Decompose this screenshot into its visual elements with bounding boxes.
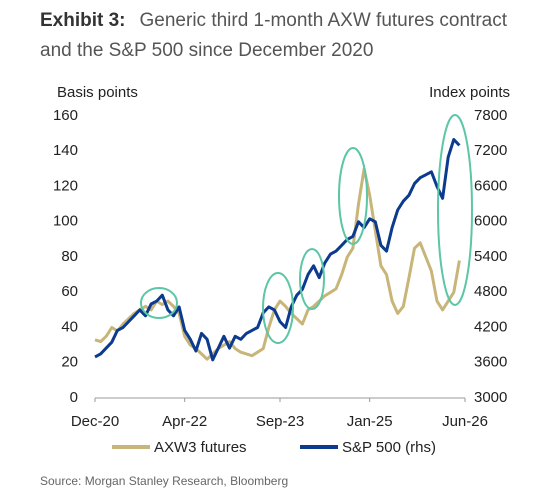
y2-tick-label: 6600 xyxy=(474,177,507,194)
y-tick-label: 140 xyxy=(53,142,78,159)
highlight xyxy=(140,287,178,319)
y2-axis-label: Index points xyxy=(429,84,510,101)
y-axis-label: Basis points xyxy=(57,84,138,101)
y2-tick-label: 5400 xyxy=(474,248,507,265)
y-tick-label: 0 xyxy=(70,389,78,406)
series-line xyxy=(94,167,461,361)
y-tick-label: 40 xyxy=(61,318,78,335)
x-tick-label: Sep-23 xyxy=(256,413,304,430)
legend-label: AXW3 futures xyxy=(154,439,247,456)
highlight xyxy=(262,272,294,344)
highlight xyxy=(338,147,368,245)
y2-tick-label: 7800 xyxy=(474,107,507,124)
x-tick-label: Dec-20 xyxy=(71,413,119,430)
chart-title: Generic third 1-month AXW futures contra… xyxy=(40,10,508,61)
y-tick-label: 160 xyxy=(53,107,78,124)
y-tick-label: 80 xyxy=(61,248,78,265)
y-tick-label: 20 xyxy=(61,354,78,371)
y-tick-label: 100 xyxy=(53,213,78,230)
x-tick-label: Apr-22 xyxy=(162,413,207,430)
y2-tick-label: 3000 xyxy=(474,389,507,406)
highlight xyxy=(299,248,325,310)
y2-tick-label: 3600 xyxy=(474,354,507,371)
highlights xyxy=(140,114,473,344)
exhibit-label: Exhibit 3: xyxy=(40,10,126,31)
y2-tick-label: 7200 xyxy=(474,142,507,159)
highlight xyxy=(437,114,473,306)
y2-tick-label: 4200 xyxy=(474,318,507,335)
y-tick-label: 120 xyxy=(53,177,78,194)
x-tick-label: Jan-25 xyxy=(347,413,393,430)
x-tick-label: Jun-26 xyxy=(442,413,488,430)
y-tick-label: 60 xyxy=(61,283,78,300)
title-block: Exhibit 3: Generic third 1-month AXW futu… xyxy=(40,6,510,66)
legend-label: S&P 500 (rhs) xyxy=(342,439,436,456)
series-line xyxy=(94,138,461,362)
source: Source: Morgan Stanley Research, Bloombe… xyxy=(40,474,288,488)
y2-tick-label: 6000 xyxy=(474,213,507,230)
y2-tick-label: 4800 xyxy=(474,283,507,300)
